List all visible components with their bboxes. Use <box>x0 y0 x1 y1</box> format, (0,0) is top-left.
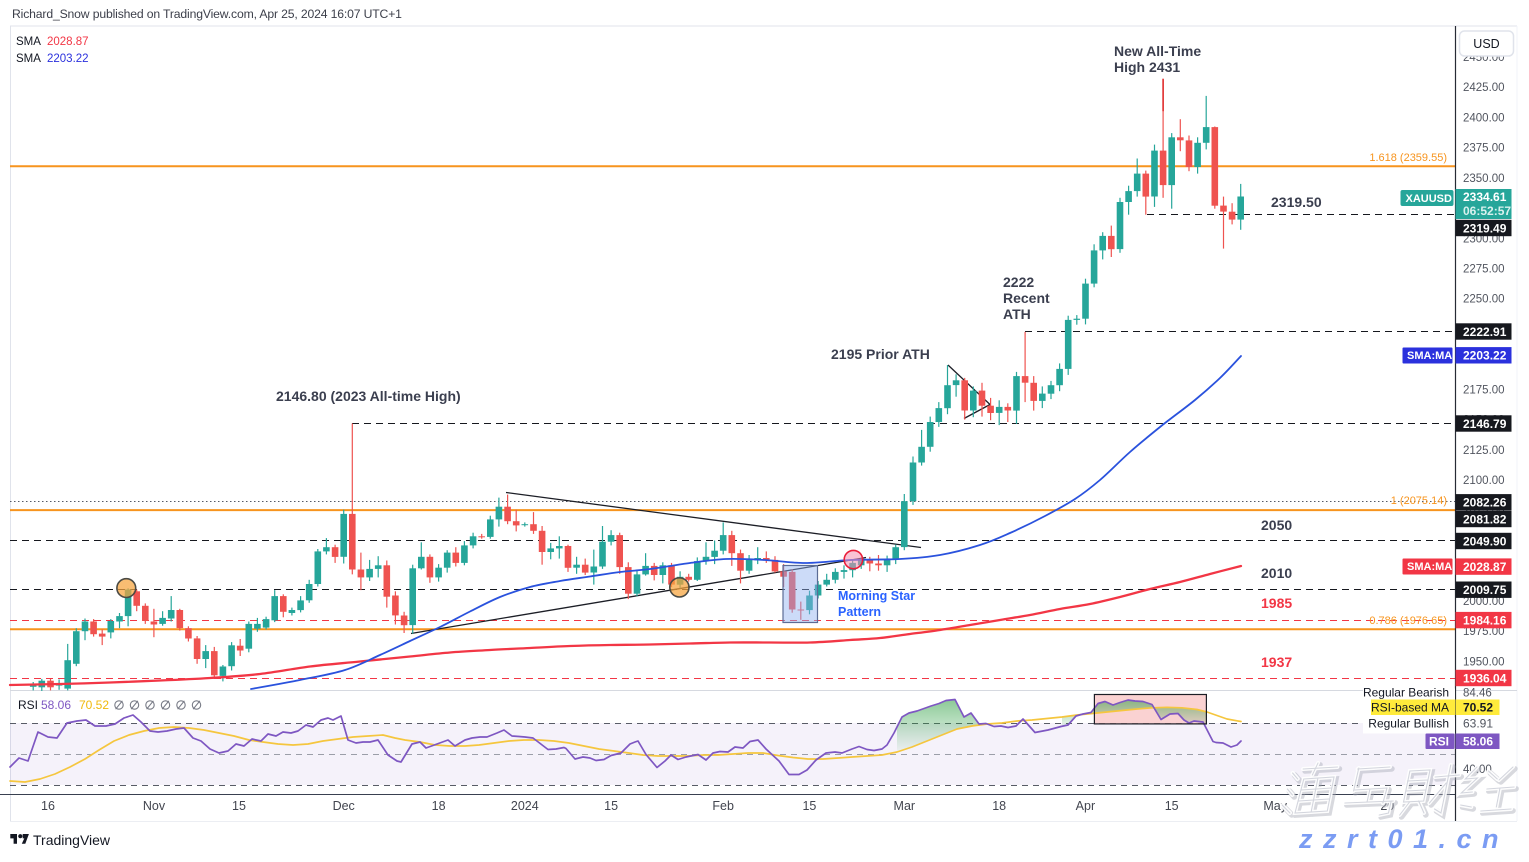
svg-text:2195 Prior ATH: 2195 Prior ATH <box>831 346 930 362</box>
svg-text:2146.80 (2023 All-time High): 2146.80 (2023 All-time High) <box>276 388 461 404</box>
svg-text:2028.87: 2028.87 <box>47 36 89 48</box>
svg-text:1975.00: 1975.00 <box>1463 626 1505 638</box>
svg-text:SMA: SMA <box>16 53 41 65</box>
svg-text:18: 18 <box>992 799 1006 813</box>
svg-text:1936.04: 1936.04 <box>1463 671 1507 685</box>
svg-text:2028.87: 2028.87 <box>1463 560 1507 574</box>
svg-text:RSI: RSI <box>1429 735 1449 749</box>
svg-text:TradingView: TradingView <box>33 832 111 848</box>
svg-text:2100.00: 2100.00 <box>1463 475 1505 487</box>
svg-text:Regular Bullish: Regular Bullish <box>1368 717 1449 731</box>
svg-text:1.618 (2359.55): 1.618 (2359.55) <box>1369 152 1447 164</box>
svg-text:2146.79: 2146.79 <box>1463 417 1507 431</box>
svg-text:May: May <box>1263 799 1287 813</box>
svg-text:Pattern: Pattern <box>838 605 881 619</box>
svg-text:Recent: Recent <box>1003 290 1050 306</box>
svg-text:Regular Bearish: Regular Bearish <box>1363 686 1449 700</box>
svg-text:2010: 2010 <box>1261 565 1292 581</box>
svg-text:RSI-based MA: RSI-based MA <box>1371 701 1449 715</box>
svg-text:2203.22: 2203.22 <box>47 53 89 65</box>
svg-text:15: 15 <box>1165 799 1179 813</box>
svg-text:1950.00: 1950.00 <box>1463 656 1505 668</box>
svg-text:58.06: 58.06 <box>1463 735 1493 749</box>
svg-text:63.91: 63.91 <box>1463 717 1493 731</box>
svg-text:1984.16: 1984.16 <box>1463 613 1507 627</box>
svg-text:06:52:57: 06:52:57 <box>1463 204 1511 218</box>
svg-text:2222.91: 2222.91 <box>1463 325 1507 339</box>
svg-text:2425.00: 2425.00 <box>1463 82 1505 94</box>
svg-text:1985: 1985 <box>1261 595 1292 611</box>
svg-text:Richard_Snow published on Trad: Richard_Snow published on TradingView.co… <box>12 7 402 21</box>
svg-text:2000.00: 2000.00 <box>1463 596 1505 608</box>
svg-text:2203.22: 2203.22 <box>1463 349 1507 363</box>
svg-text:2275.00: 2275.00 <box>1463 264 1505 276</box>
svg-text:Nov: Nov <box>143 799 166 813</box>
svg-text:USD: USD <box>1473 37 1499 51</box>
svg-text:15: 15 <box>232 799 246 813</box>
svg-text:High 2431: High 2431 <box>1114 59 1180 75</box>
svg-text:2334.61: 2334.61 <box>1463 190 1507 204</box>
svg-text:RSI: RSI <box>18 698 38 712</box>
svg-text:z z r t 0 1 . c n: z z r t 0 1 . c n <box>1298 824 1500 854</box>
svg-text:2250.00: 2250.00 <box>1463 294 1505 306</box>
svg-text:2081.82: 2081.82 <box>1463 512 1507 526</box>
svg-text:1 (2075.14): 1 (2075.14) <box>1391 495 1447 507</box>
svg-text:2175.00: 2175.00 <box>1463 384 1505 396</box>
svg-text:18: 18 <box>432 799 446 813</box>
svg-text:58.06: 58.06 <box>41 698 71 712</box>
svg-text:2024: 2024 <box>511 799 539 813</box>
svg-text:Apr: Apr <box>1076 799 1095 813</box>
svg-text:84.46: 84.46 <box>1463 688 1492 700</box>
svg-text:2082.26: 2082.26 <box>1463 496 1507 510</box>
svg-text:Mar: Mar <box>894 799 916 813</box>
svg-text:Feb: Feb <box>712 799 734 813</box>
svg-text:SMA:MA: SMA:MA <box>1407 350 1452 362</box>
svg-text:SMA: SMA <box>16 36 41 48</box>
svg-text:SMA:MA: SMA:MA <box>1407 561 1452 573</box>
svg-text:2300.00: 2300.00 <box>1463 233 1505 245</box>
svg-text:1937: 1937 <box>1261 654 1292 670</box>
svg-text:2050: 2050 <box>1261 517 1292 533</box>
svg-text:New All-Time: New All-Time <box>1114 43 1201 59</box>
svg-text:70.52: 70.52 <box>1463 701 1493 715</box>
svg-text:2049.90: 2049.90 <box>1463 534 1507 548</box>
svg-text:2350.00: 2350.00 <box>1463 173 1505 185</box>
svg-text:XAUUSD: XAUUSD <box>1406 193 1453 205</box>
svg-text:Morning Star: Morning Star <box>838 589 915 603</box>
svg-text:16: 16 <box>41 799 55 813</box>
svg-text:2009.75: 2009.75 <box>1463 583 1507 597</box>
svg-text:2319.50: 2319.50 <box>1271 194 1322 210</box>
svg-text:70.52: 70.52 <box>79 698 109 712</box>
svg-text:2319.49: 2319.49 <box>1463 221 1507 235</box>
svg-text:2125.00: 2125.00 <box>1463 445 1505 457</box>
svg-text:Dec: Dec <box>333 799 355 813</box>
svg-text:2222: 2222 <box>1003 274 1034 290</box>
svg-text:2375.00: 2375.00 <box>1463 143 1505 155</box>
svg-text:15: 15 <box>802 799 816 813</box>
svg-text:ATH: ATH <box>1003 306 1031 322</box>
svg-text:0.786 (1976.65): 0.786 (1976.65) <box>1369 615 1447 627</box>
svg-text:2400.00: 2400.00 <box>1463 112 1505 124</box>
svg-text:15: 15 <box>604 799 618 813</box>
